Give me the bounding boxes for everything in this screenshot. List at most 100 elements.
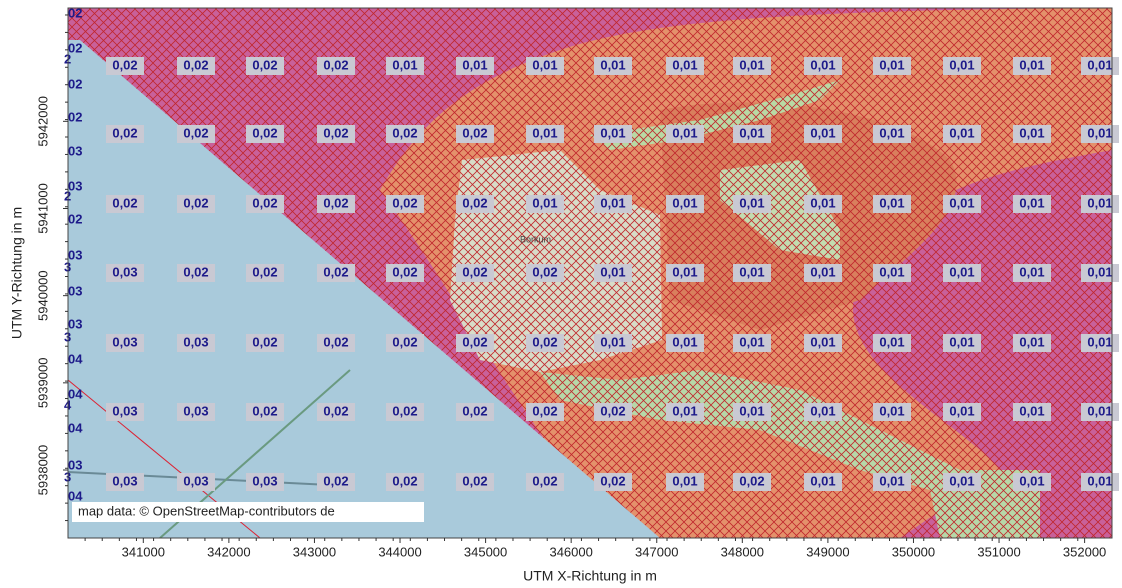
value-label: 0,01 bbox=[1087, 334, 1112, 349]
value-label: 0,02 bbox=[112, 57, 137, 72]
value-label: 0,01 bbox=[672, 195, 697, 210]
value-label: 0,01 bbox=[1087, 125, 1112, 140]
value-label: 0,01 bbox=[1087, 57, 1112, 72]
value-label: 0,02 bbox=[323, 264, 348, 279]
y-tick-label: 5938000 bbox=[35, 445, 50, 496]
value-label: 0,02 bbox=[739, 473, 764, 488]
value-label: 0,02 bbox=[112, 125, 137, 140]
value-label: 0,01 bbox=[1087, 195, 1112, 210]
value-label: 0,02 bbox=[600, 473, 625, 488]
value-label: 0,01 bbox=[672, 473, 697, 488]
value-label: 0,01 bbox=[879, 57, 904, 72]
value-label: 0,01 bbox=[879, 195, 904, 210]
value-label: 0,02 bbox=[462, 403, 487, 418]
value-label: 0,02 bbox=[532, 403, 557, 418]
value-label: 0,01 bbox=[532, 195, 557, 210]
value-label: 0,01 bbox=[532, 125, 557, 140]
value-label: 0,01 bbox=[949, 57, 974, 72]
value-label: 0,01 bbox=[810, 264, 835, 279]
value-label: 0,01 bbox=[879, 403, 904, 418]
value-label: 0,01 bbox=[949, 264, 974, 279]
value-label: 0,02 bbox=[323, 473, 348, 488]
value-label: 0,01 bbox=[1019, 57, 1044, 72]
x-tick-label: 346000 bbox=[549, 544, 592, 559]
value-label: 0,01 bbox=[1087, 403, 1112, 418]
value-label: 0,01 bbox=[739, 403, 764, 418]
map-view: Borkum 0,02 0,02 0,02 0,02 0,01 0,01 0,01 0,01 0… bbox=[0, 0, 1122, 588]
value-label: 0,01 bbox=[1019, 403, 1044, 418]
value-label: 0,01 bbox=[810, 125, 835, 140]
y-tick-label: 5940000 bbox=[35, 270, 50, 321]
value-label: 0,01 bbox=[1087, 473, 1112, 488]
attribution: map data: © OpenStreetMap-contributors d… bbox=[78, 503, 335, 518]
value-label: 0,02 bbox=[462, 195, 487, 210]
place-label: Borkum bbox=[520, 234, 551, 244]
value-label: 0,01 bbox=[600, 264, 625, 279]
x-tick-label: 348000 bbox=[721, 544, 764, 559]
x-tick-label: 341000 bbox=[122, 544, 165, 559]
edge-label: 02 bbox=[68, 76, 82, 91]
value-label: 0,02 bbox=[252, 403, 277, 418]
value-label: 0,02 bbox=[392, 125, 417, 140]
value-label: 0,01 bbox=[810, 334, 835, 349]
x-axis-title: UTM X-Richtung in m bbox=[523, 568, 657, 584]
value-label: 0,02 bbox=[323, 195, 348, 210]
value-label: 0,02 bbox=[462, 125, 487, 140]
value-label: 0,01 bbox=[879, 473, 904, 488]
value-label: 0,02 bbox=[532, 264, 557, 279]
value-label: 0,02 bbox=[392, 334, 417, 349]
value-label: 0,02 bbox=[323, 403, 348, 418]
value-label: 0,01 bbox=[949, 473, 974, 488]
value-label: 0,01 bbox=[879, 125, 904, 140]
value-label: 0,01 bbox=[672, 403, 697, 418]
value-label: 0,03 bbox=[112, 473, 137, 488]
value-label: 0,01 bbox=[672, 264, 697, 279]
value-label: 0,02 bbox=[532, 473, 557, 488]
value-label: 0,01 bbox=[1019, 195, 1044, 210]
value-label: 0,01 bbox=[672, 334, 697, 349]
x-tick-label: 347000 bbox=[635, 544, 678, 559]
value-label: 0,01 bbox=[600, 334, 625, 349]
value-label: 0,02 bbox=[323, 57, 348, 72]
value-label: 0,02 bbox=[183, 125, 208, 140]
value-label: 0,01 bbox=[879, 264, 904, 279]
value-label: 0,01 bbox=[949, 403, 974, 418]
value-label: 0,01 bbox=[810, 403, 835, 418]
value-label: 0,02 bbox=[392, 264, 417, 279]
value-label: 0,01 bbox=[1019, 264, 1044, 279]
x-tick-label: 342000 bbox=[207, 544, 250, 559]
value-label: 0,01 bbox=[810, 57, 835, 72]
value-label: 0,01 bbox=[739, 125, 764, 140]
value-label: 0,01 bbox=[1019, 473, 1044, 488]
value-label: 0,03 bbox=[183, 334, 208, 349]
value-label: 0,01 bbox=[462, 57, 487, 72]
value-label: 0,02 bbox=[183, 195, 208, 210]
value-label: 0,01 bbox=[600, 125, 625, 140]
value-label: 0,02 bbox=[252, 334, 277, 349]
value-label: 0,01 bbox=[739, 57, 764, 72]
value-label: 0,01 bbox=[600, 195, 625, 210]
value-label: 0,01 bbox=[949, 195, 974, 210]
edge-label: 03 bbox=[68, 283, 82, 298]
edge-label: 02 bbox=[68, 109, 82, 124]
x-tick-label: 351000 bbox=[977, 544, 1020, 559]
edge-label: 02 bbox=[68, 211, 82, 226]
value-label: 0,03 bbox=[112, 264, 137, 279]
value-label: 0,01 bbox=[1019, 334, 1044, 349]
value-label: 0,02 bbox=[112, 195, 137, 210]
value-label: 0,02 bbox=[183, 264, 208, 279]
value-label: 0,01 bbox=[600, 57, 625, 72]
value-label: 0,02 bbox=[252, 264, 277, 279]
value-label: 0,03 bbox=[183, 473, 208, 488]
value-label: 0,01 bbox=[810, 195, 835, 210]
value-label: 0,01 bbox=[810, 473, 835, 488]
value-label: 0,02 bbox=[532, 334, 557, 349]
value-label: 0,01 bbox=[1087, 264, 1112, 279]
x-tick-label: 343000 bbox=[293, 544, 336, 559]
value-label: 0,02 bbox=[392, 473, 417, 488]
x-tick-label: 345000 bbox=[464, 544, 507, 559]
value-label: 0,02 bbox=[392, 195, 417, 210]
value-label: 0,03 bbox=[252, 473, 277, 488]
y-axis-title: UTM Y-Richtung in m bbox=[9, 207, 25, 339]
value-label: 0,01 bbox=[879, 334, 904, 349]
